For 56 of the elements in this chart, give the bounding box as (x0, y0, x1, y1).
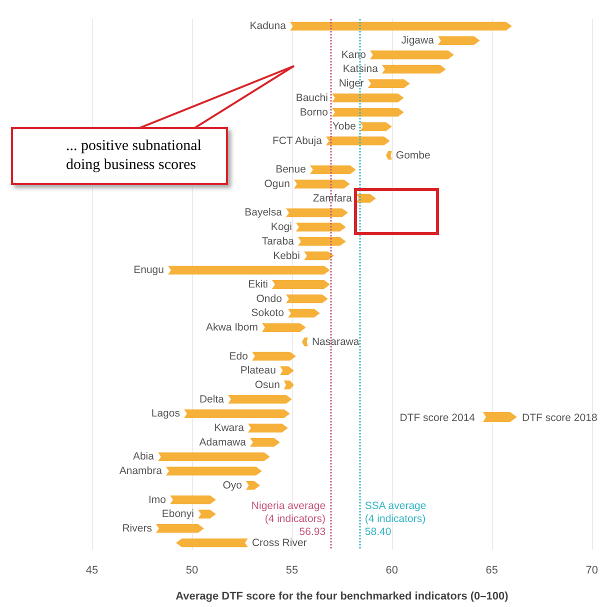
bar (290, 22, 512, 31)
y-tick-label: Imo (148, 494, 166, 506)
y-tick-label: Niger (338, 78, 364, 90)
bar (158, 452, 270, 462)
x-tick-label: 60 (386, 564, 398, 576)
y-tick-label: Bayelsa (244, 206, 282, 219)
annotation: ... positive subnational doing business scores (66, 137, 202, 175)
y-tick-label: Delta (199, 393, 224, 406)
y-tick-label: Kwara (214, 422, 244, 434)
bar (166, 466, 262, 476)
x-tick-label: 70 (586, 564, 598, 576)
bar (184, 409, 290, 418)
y-tick-label: Abia (132, 450, 154, 463)
y-tick-label: Sokoto (251, 307, 284, 320)
x-tick-label: 50 (186, 564, 198, 576)
y-tick-label: Oyo (222, 479, 242, 492)
x-tick-label: 45 (86, 564, 98, 576)
y-tick-label: Kebbi (273, 250, 300, 262)
bar (370, 50, 454, 60)
y-tick-label: Ogun (264, 178, 290, 190)
y-tick-label: Plateau (240, 364, 276, 377)
y-tick-label: Yobe (332, 120, 356, 133)
ref-line-label: SSA average (4 indicators) 58.40 (364, 500, 426, 539)
y-tick-label: Osun (254, 378, 280, 391)
y-tick-label: Cross River (252, 536, 308, 549)
y-tick-label: Kano (341, 48, 366, 61)
ref-line-label: Nigeria average (4 indicators) 56.93 (251, 500, 326, 538)
y-tick-label: Ekiti (248, 278, 268, 290)
y-tick-label: Katsina (342, 63, 378, 76)
y-tick-label: Akwa Ibom (206, 322, 258, 334)
y-tick-label: Ebonyi (162, 508, 194, 520)
bar (168, 266, 330, 275)
y-tick-label: Benue (276, 164, 306, 176)
y-tick-label: Ondo (256, 292, 282, 305)
y-tick-label: Bauchi (296, 92, 328, 104)
annotation: DTF score 2014 (400, 412, 475, 424)
annotation: DTF score 2018 (522, 412, 598, 424)
y-tick-label: Kogi (270, 221, 292, 234)
y-tick-label: Edo (229, 350, 248, 362)
y-tick-label: Gombe (396, 149, 431, 162)
y-tick-label: Lagos (151, 408, 180, 420)
y-tick-label: Kaduna (250, 20, 286, 32)
x-axis-title: Average DTF score for the four benchmarked indicators (0–100) (176, 590, 509, 602)
y-tick-label: Borno (300, 106, 328, 118)
x-tick-label: 55 (286, 564, 298, 576)
y-tick-label: Adamawa (199, 436, 246, 448)
y-tick-label: FCT Abuja (272, 134, 322, 147)
y-tick-label: Anambra (119, 465, 162, 478)
x-tick-label: 65 (486, 564, 498, 576)
y-tick-label: Rivers (122, 522, 152, 534)
bar (272, 280, 330, 289)
y-tick-label: Taraba (262, 235, 294, 248)
y-tick-label: Jigawa (401, 34, 434, 47)
y-tick-label: Nasarawa (312, 336, 360, 348)
y-tick-label: Zamfara (312, 192, 352, 204)
y-tick-label: Enugu (134, 264, 164, 276)
